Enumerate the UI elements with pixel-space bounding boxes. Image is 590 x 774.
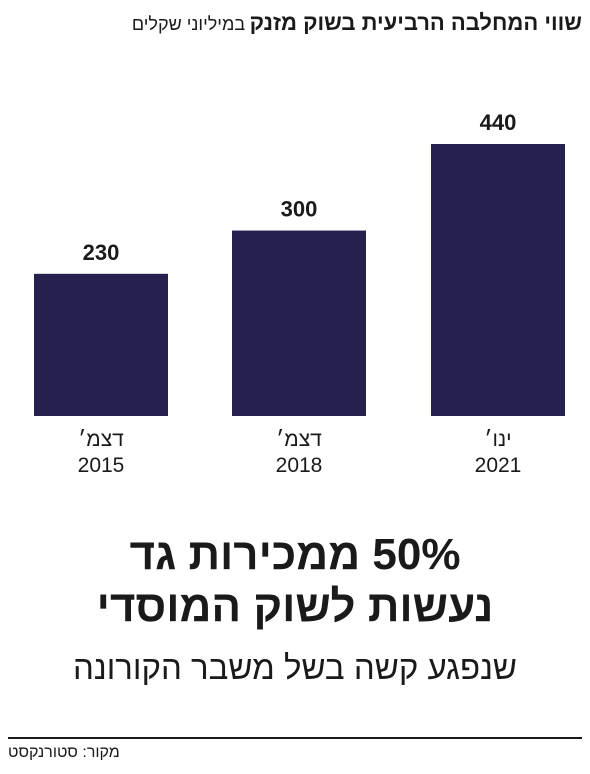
footer-divider [8,737,582,739]
source-note: מקור: סטורנקסט [8,744,120,761]
headline-line-2: נעשות לשוק המוסדי [96,582,494,631]
chart-title: שווי המחלבה הרביעית בשוק מזנק במיליוני ש… [8,10,582,36]
tick-label-month-2021: ינו׳ [484,428,511,451]
bar-chart: 230 דצמ׳ 2015 300 דצמ׳ 2018 440 ינו׳ 2021 [34,110,565,477]
tick-label-year-2015: 2015 [78,454,125,477]
bar-2018 [232,230,366,416]
chart-title-main: שווי המחלבה הרביעית בשוק מזנק [249,10,582,35]
data-label-2015: 230 [83,240,120,265]
headline-line-3: שנפגע קשה בשל משבר הקורונה [72,649,518,686]
headline-line-1: 50% ממכירות גד [129,530,461,579]
data-label-2018: 300 [281,197,318,222]
tick-label-year-2021: 2021 [475,454,522,477]
chart-title-unit: במיליוני שקלים [131,14,246,34]
tick-label-month-2018: דצמ׳ [276,428,322,451]
tick-label-year-2018: 2018 [276,454,323,477]
bar-2015 [34,273,168,416]
bar-2021 [431,144,565,416]
data-label-2021: 440 [480,110,517,135]
tick-label-month-2015: דצמ׳ [78,428,124,451]
